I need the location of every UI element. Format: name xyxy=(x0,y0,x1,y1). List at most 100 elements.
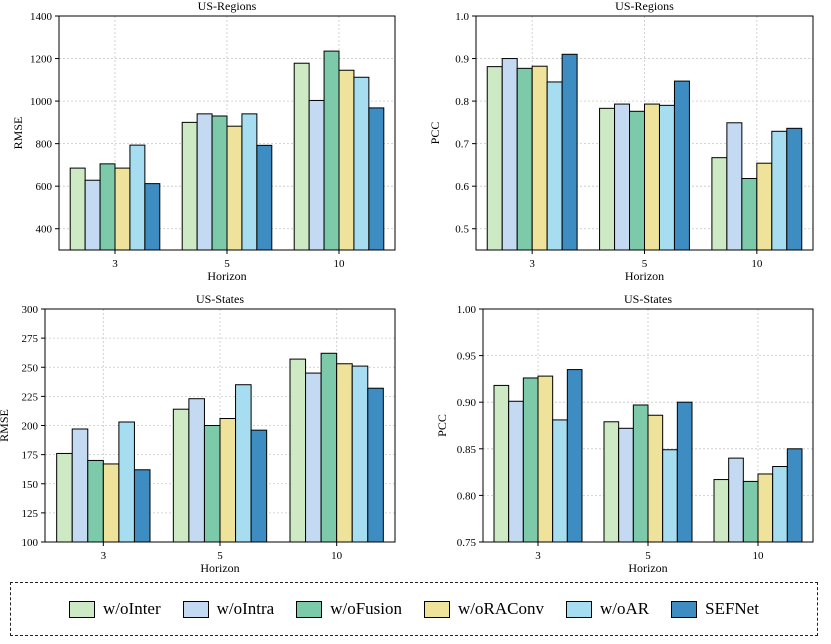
y-tick-label: 0.5 xyxy=(455,224,469,236)
bar-w-ointer-10 xyxy=(289,358,307,543)
y-tick-label: 0.95 xyxy=(457,351,477,363)
legend-swatch-sefnet xyxy=(671,600,698,618)
bar-w-ointer-10 xyxy=(713,479,730,543)
chart-2: 0.5 0.6 0.7 0.8 0.9 1.0 3 5 10 US-Regions Horizon P… xyxy=(428,0,814,283)
chart-title: US-States xyxy=(624,292,672,306)
y-tick-label: 1000 xyxy=(30,96,53,108)
legend-label-w-oraconv: w/oRAConv xyxy=(458,599,544,618)
bar-sefnet-3 xyxy=(566,369,583,543)
bar-w-ointer-5 xyxy=(172,408,190,543)
x-tick-label: 10 xyxy=(331,550,343,562)
bar-sefnet-3 xyxy=(561,53,578,251)
bar-w-ointra-5 xyxy=(196,113,213,251)
y-tick-label: 0.6 xyxy=(455,181,469,193)
bar-w-oraconv-3 xyxy=(537,375,554,543)
bar-w-oraconv-3 xyxy=(531,65,548,251)
y-tick-label: 250 xyxy=(22,362,39,374)
y-tick-label: 0.90 xyxy=(457,397,477,409)
x-axis-label: Horizon xyxy=(200,561,239,575)
bar-w-ointra-10 xyxy=(728,457,744,543)
x-axis-label: Horizon xyxy=(207,269,246,283)
bar-w-ointer-3 xyxy=(56,452,73,543)
bar-sefnet-10 xyxy=(367,387,384,543)
bar-w-oraconv-3 xyxy=(102,463,120,543)
bar-w-oar-5 xyxy=(241,113,258,251)
bar-sefnet-10 xyxy=(368,107,385,251)
y-axis-label: RMSE xyxy=(0,409,11,442)
bar-w-ointer-5 xyxy=(181,121,198,251)
x-axis-label: Horizon xyxy=(625,269,664,283)
y-tick-label: 0.9 xyxy=(455,54,469,66)
legend-item-w-ointra: w/oIntra xyxy=(182,599,275,619)
y-tick-label: 275 xyxy=(22,333,39,345)
bar-w-oar-3 xyxy=(118,421,135,543)
legend-swatch-w-ointer xyxy=(69,600,96,618)
bar-sefnet-5 xyxy=(676,401,693,543)
bar-w-oar-5 xyxy=(662,449,678,543)
bar-w-oar-10 xyxy=(772,466,788,543)
bar-sefnet-5 xyxy=(256,144,273,251)
legend-swatch-w-oar xyxy=(565,600,592,618)
bar-w-oar-3 xyxy=(552,419,568,543)
bar-w-ofusion-3 xyxy=(99,163,116,251)
bar-w-ointer-3 xyxy=(486,66,503,251)
bar-w-ointra-3 xyxy=(84,179,101,251)
y-tick-label: 1.00 xyxy=(457,304,477,316)
figure-canvas: 400 600 800 1000 1200 1400 3 5 10 US-Regions Horiz… xyxy=(0,0,814,575)
bar-w-oraconv-10 xyxy=(336,363,353,543)
chart-title: US-Regions xyxy=(198,0,257,13)
legend-item-w-ointer: w/oInter xyxy=(69,599,161,619)
y-tick-label: 150 xyxy=(22,479,39,491)
bar-w-ointer-3 xyxy=(69,167,86,251)
legend-label-sefnet: SEFNet xyxy=(705,599,759,618)
bar-w-ofusion-10 xyxy=(742,480,759,543)
bar-w-ofusion-5 xyxy=(211,115,228,251)
y-tick-label: 800 xyxy=(36,139,53,151)
legend-label-w-ointer: w/oInter xyxy=(103,599,161,618)
x-tick-label: 10 xyxy=(753,550,765,562)
bar-w-ointra-10 xyxy=(308,99,325,251)
legend: w/oInter w/oIntra w/oFusion w/oRAConv w/… xyxy=(10,582,818,636)
x-tick-label: 3 xyxy=(535,550,541,562)
legend-item-w-ofusion: w/oFusion xyxy=(296,599,402,619)
x-tick-label: 10 xyxy=(334,258,346,270)
legend-swatch-w-oraconv xyxy=(424,600,451,618)
chart-1: 400 600 800 1000 1200 1400 3 5 10 US-Regions Horiz… xyxy=(11,0,396,283)
y-axis-label: RMSE xyxy=(11,117,25,150)
legend-item-w-oraconv: w/oRAConv xyxy=(424,599,544,619)
legend-item-w-oar: w/oAR xyxy=(565,599,650,619)
chart-title: US-Regions xyxy=(615,0,674,13)
bar-w-ofusion-10 xyxy=(320,352,338,543)
y-tick-label: 175 xyxy=(22,450,39,462)
chart-4: 0.75 0.80 0.85 0.90 0.95 1.00 3 5 10 US-States Hor… xyxy=(435,292,814,575)
y-tick-label: 0.8 xyxy=(455,96,469,108)
bar-w-ointra-5 xyxy=(614,103,631,251)
bar-w-oraconv-5 xyxy=(226,125,243,251)
x-tick-label: 5 xyxy=(642,258,648,270)
bar-w-ofusion-10 xyxy=(741,178,758,251)
bar-w-ointer-10 xyxy=(293,62,310,251)
legend-label-w-ointra: w/oIntra xyxy=(216,599,275,618)
x-axis-label: Horizon xyxy=(628,561,667,575)
legend-label-w-oar: w/oAR xyxy=(599,599,650,618)
y-axis-label: PCC xyxy=(428,122,442,145)
bar-w-oar-5 xyxy=(235,384,252,543)
bar-w-oraconv-3 xyxy=(114,167,131,251)
bar-w-ointer-10 xyxy=(711,157,728,251)
bar-w-oar-3 xyxy=(129,144,146,251)
bar-w-ointer-5 xyxy=(599,107,616,251)
legend-swatch-w-ofusion xyxy=(296,600,323,618)
y-tick-label: 0.80 xyxy=(457,490,477,502)
bar-w-oar-10 xyxy=(351,365,369,543)
legend-item-sefnet: SEFNet xyxy=(671,599,759,619)
bar-sefnet-10 xyxy=(786,127,803,251)
bar-w-oraconv-5 xyxy=(219,418,237,543)
bar-w-ofusion-10 xyxy=(323,50,340,251)
bar-sefnet-10 xyxy=(786,448,803,543)
bar-w-ofusion-3 xyxy=(516,67,533,251)
bar-w-ointra-10 xyxy=(305,372,322,543)
bar-w-oraconv-5 xyxy=(644,103,660,251)
x-tick-label: 5 xyxy=(224,258,230,270)
bar-w-ofusion-5 xyxy=(632,404,649,543)
bar-w-oar-10 xyxy=(353,76,370,251)
